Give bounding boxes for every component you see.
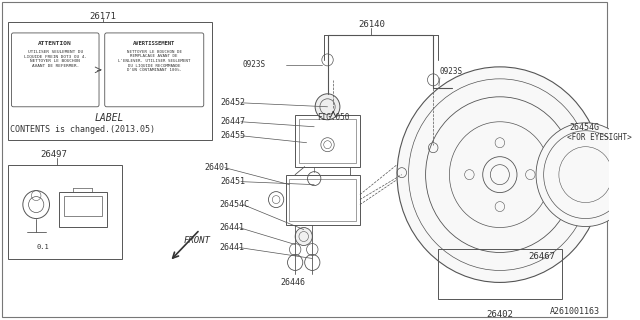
Text: 26497: 26497 [40, 150, 67, 159]
Text: 0923S: 0923S [243, 60, 266, 69]
Bar [438, 250, 562, 300]
Text: 26402: 26402 [486, 310, 513, 319]
Text: FRONT: FRONT [184, 236, 211, 245]
Bar [59, 192, 107, 227]
Text: 0.1: 0.1 [36, 244, 49, 251]
Text: 26140: 26140 [358, 20, 385, 29]
Bar [289, 179, 356, 220]
Text: ATTENTION: ATTENTION [38, 41, 72, 46]
Bar [8, 165, 122, 260]
Text: <FOR EYESIGHT>: <FOR EYESIGHT> [568, 133, 632, 142]
FancyBboxPatch shape [12, 33, 99, 107]
Text: CONTENTS is changed.(2013.05): CONTENTS is changed.(2013.05) [10, 125, 154, 134]
Bar [299, 119, 356, 163]
Text: 26401: 26401 [205, 163, 230, 172]
Text: 26451: 26451 [221, 177, 246, 186]
Text: A261001163: A261001163 [550, 307, 600, 316]
Text: 26446: 26446 [281, 278, 306, 287]
Bar [295, 115, 360, 167]
Text: 26455: 26455 [221, 131, 246, 140]
Circle shape [295, 228, 312, 245]
Text: 26454G: 26454G [570, 123, 600, 132]
Text: FIG.050: FIG.050 [317, 113, 349, 122]
Text: 26452: 26452 [221, 98, 246, 107]
Bar [64, 196, 102, 216]
Text: 26441: 26441 [219, 243, 244, 252]
Bar [285, 175, 360, 225]
Circle shape [397, 67, 603, 283]
Circle shape [315, 94, 340, 120]
Text: 26467: 26467 [529, 252, 556, 261]
FancyBboxPatch shape [105, 33, 204, 107]
Text: 26441: 26441 [219, 223, 244, 232]
Text: 26447: 26447 [221, 117, 246, 126]
Text: 26171: 26171 [90, 12, 116, 21]
Text: LABEL: LABEL [95, 113, 124, 123]
Circle shape [536, 123, 635, 227]
Text: AVERTISSEMENT: AVERTISSEMENT [133, 41, 175, 46]
Text: UTILISER SEULEMENT DU
LIQUIDE FREIN DOT3 OU 4.
NETTOYER LE BOUCHON
AVANT DE REFE: UTILISER SEULEMENT DU LIQUIDE FREIN DOT3… [24, 50, 87, 68]
Text: 26454C: 26454C [219, 200, 249, 209]
Bar [8, 22, 212, 140]
Text: 0923S: 0923S [440, 67, 463, 76]
Text: NETTOYER LE BOUCHON DE
REMPLACAGE AVANT DE
L'ENLEVER. UTILISER SEULEMENT
DU LIQU: NETTOYER LE BOUCHON DE REMPLACAGE AVANT … [118, 50, 191, 72]
